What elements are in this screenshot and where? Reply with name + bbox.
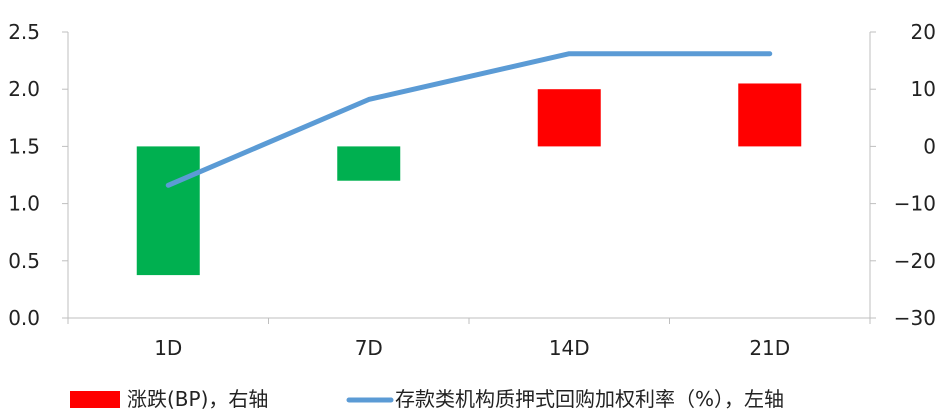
right-axis-tick-label: 10: [911, 77, 936, 101]
x-axis-tick-label: 14D: [549, 336, 590, 360]
line-layer: [165, 51, 773, 188]
legend-label-line: 存款类机构质押式回购加权利率（%），左轴: [395, 387, 784, 411]
right-axis-tick-label: −10: [894, 192, 936, 216]
right-axis-tick-label: −20: [894, 249, 936, 273]
x-axis-tick-label: 1D: [154, 336, 182, 360]
right-axis-tick-label: −30: [894, 306, 936, 330]
right-axis-tick-label: 20: [911, 20, 936, 44]
labels-layer: 1D 7D 14D 21D: [154, 336, 790, 360]
series-line: [165, 51, 773, 188]
left-axis-tick-label: 0.5: [8, 249, 40, 273]
x-axis-tick-label: 7D: [355, 336, 383, 360]
bar: [738, 83, 802, 147]
bar: [136, 146, 200, 276]
legend-swatch-bar: [70, 391, 120, 408]
axes-layer: 0.0 0.5 1.0 1.5 2.0 2.5 −30 −20 −10 0 10 20: [8, 20, 936, 330]
right-axis-tick-label: 0: [923, 134, 936, 158]
left-axis-tick-label: 2.0: [8, 77, 40, 101]
left-axis-tick-label: 1.5: [8, 134, 40, 158]
x-axis-tick-label: 21D: [749, 336, 790, 360]
legend: 涨跌(BP)，右轴 存款类机构质押式回购加权利率（%），左轴: [70, 387, 784, 411]
bar: [537, 89, 601, 147]
legend-label-bar: 涨跌(BP)，右轴: [127, 387, 268, 411]
bar: [337, 146, 401, 181]
left-axis-tick-label: 1.0: [8, 192, 40, 216]
left-axis-tick-label: 0.0: [8, 306, 40, 330]
left-axis-tick-label: 2.5: [8, 20, 40, 44]
bars-layer: [136, 83, 802, 276]
